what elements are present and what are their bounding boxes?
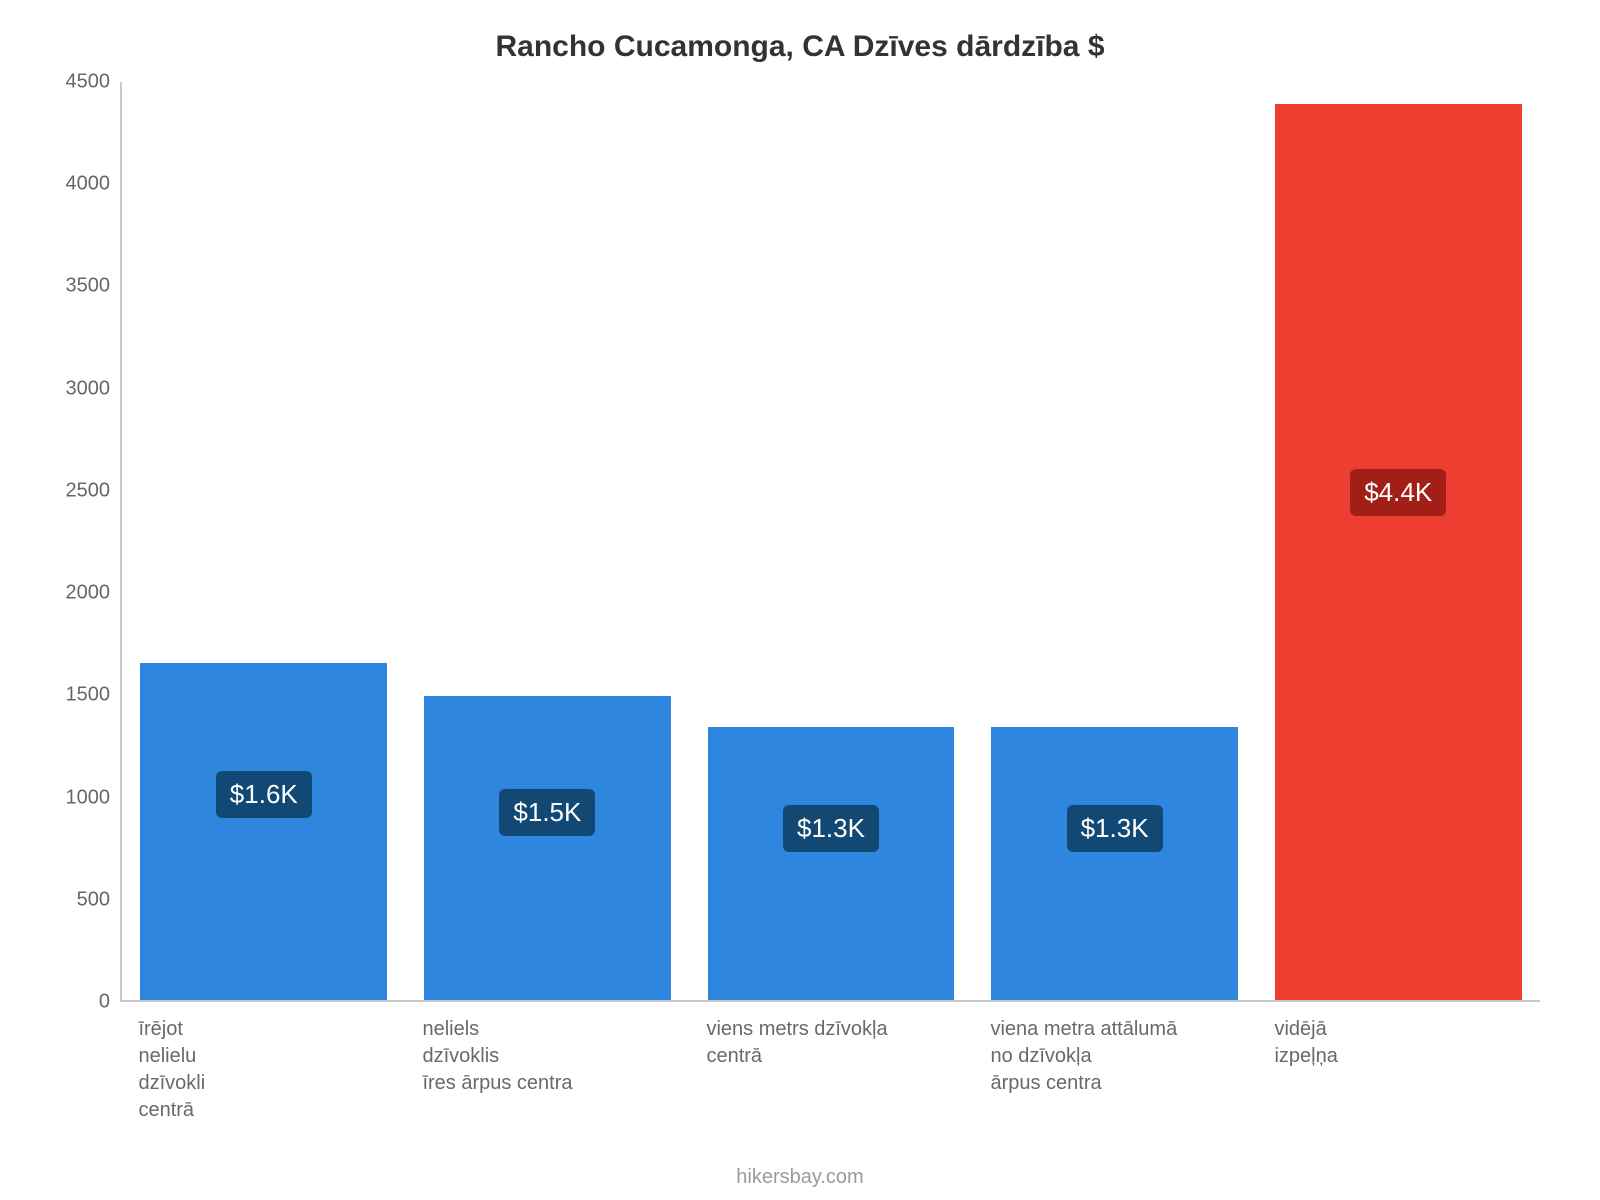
bar: $1.5K bbox=[424, 696, 671, 1000]
attribution-text: hikersbay.com bbox=[40, 1166, 1560, 1189]
x-axis-category-label: viens metrs dzīvokļa centrā bbox=[706, 1016, 953, 1070]
x-axis-category-label: neliels dzīvoklis īres ārpus centra bbox=[422, 1016, 669, 1097]
x-axis-category-label: vidējā izpeļņa bbox=[1274, 1016, 1521, 1070]
bar: $4.4K bbox=[1275, 104, 1522, 1000]
chart-wrap: 050010001500200025003000350040004500 $1.… bbox=[60, 82, 1540, 1002]
bar-value-label: $1.3K bbox=[1067, 805, 1163, 852]
y-tick-label: 500 bbox=[77, 888, 110, 911]
y-axis: 050010001500200025003000350040004500 bbox=[60, 82, 120, 1002]
y-tick-label: 3500 bbox=[66, 275, 111, 298]
plot-area: $1.6K $1.5K $1.3K $1.3K $4.4K bbox=[120, 82, 1540, 1002]
bar-value-label: $1.6K bbox=[216, 771, 312, 818]
x-axis-labels: īrējot nelielu dzīvokli centrā neliels dz… bbox=[120, 1002, 1540, 1142]
y-tick-label: 2500 bbox=[66, 479, 111, 502]
y-tick-label: 2000 bbox=[66, 582, 111, 605]
bar-value-label: $1.3K bbox=[783, 805, 879, 852]
bar: $1.6K bbox=[140, 663, 387, 1000]
x-axis-category-label: īrējot nelielu dzīvokli centrā bbox=[138, 1016, 385, 1124]
chart-container: Rancho Cucamonga, CA Dzīves dārdzība $ 0… bbox=[0, 0, 1600, 1200]
y-tick-label: 4000 bbox=[66, 173, 111, 196]
x-axis-category-label: viena metra attālumā no dzīvokļa ārpus c… bbox=[990, 1016, 1237, 1097]
y-tick-label: 3000 bbox=[66, 377, 111, 400]
y-tick-label: 1500 bbox=[66, 684, 111, 707]
chart-title: Rancho Cucamonga, CA Dzīves dārdzība $ bbox=[40, 30, 1560, 64]
y-tick-label: 4500 bbox=[66, 71, 111, 94]
bar-value-label: $1.5K bbox=[499, 789, 595, 836]
y-tick-label: 1000 bbox=[66, 786, 111, 809]
bar-value-label: $4.4K bbox=[1350, 469, 1446, 516]
y-tick-label: 0 bbox=[99, 991, 110, 1014]
bar: $1.3K bbox=[708, 727, 955, 1000]
bar: $1.3K bbox=[991, 727, 1238, 1000]
